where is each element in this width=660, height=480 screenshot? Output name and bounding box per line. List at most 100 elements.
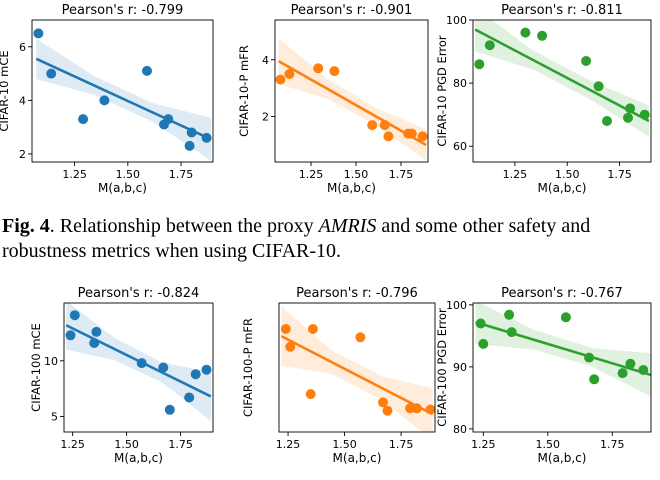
data-point xyxy=(275,74,286,85)
data-point xyxy=(639,109,650,120)
data-point xyxy=(378,397,388,408)
data-point xyxy=(284,69,295,79)
x-tick-label: 1.75 xyxy=(600,438,625,451)
chart-title: Pearson's r: -0.811 xyxy=(501,3,623,18)
data-point xyxy=(602,116,612,126)
data-point xyxy=(475,318,486,329)
x-tick-label: 1.75 xyxy=(389,168,414,181)
data-point xyxy=(406,128,417,139)
data-point xyxy=(65,330,76,341)
confidence-band xyxy=(281,306,433,432)
plot-frame xyxy=(31,19,214,163)
data-point xyxy=(89,338,100,348)
y-tick-label: 60 xyxy=(453,140,467,153)
y-axis-label: CIFAR-100-P mFR xyxy=(241,318,255,417)
data-point xyxy=(474,59,485,70)
x-tick-label: 1.25 xyxy=(276,438,301,451)
regression-line xyxy=(277,60,427,147)
plot-frame xyxy=(63,302,214,433)
data-point xyxy=(589,374,600,385)
caption-label: Fig. 4 xyxy=(2,215,50,237)
plot-frame xyxy=(472,302,652,433)
x-tick-label: 1.50 xyxy=(332,438,357,451)
chart-panel-1: 1.25 1.50 1.75 2 4 6 Pearson's r: -0.799 M(a,b,… xyxy=(0,3,214,195)
x-tick-label: 1.75 xyxy=(607,168,632,181)
y-tick-label: 100 xyxy=(446,14,467,27)
data-point xyxy=(78,114,89,125)
data-point xyxy=(91,326,102,337)
chart-title: Pearson's r: -0.824 xyxy=(78,286,200,301)
confidence-band xyxy=(278,38,427,161)
data-point xyxy=(382,405,393,416)
data-point xyxy=(33,28,44,39)
data-point xyxy=(478,338,489,349)
chart-panel-6: 1.25 1.50 1.75 80 90 100 Pearson's r: -0.767 M(… xyxy=(435,286,652,465)
chart-panel-4: 1.25 1.50 1.75 5 10 Pearson's r: -0.824 M(a,b,… xyxy=(29,286,214,465)
data-point xyxy=(305,389,316,400)
data-point xyxy=(367,120,378,131)
y-tick-label: 6 xyxy=(19,41,26,54)
y-axis-label: CIFAR-10-P mFR xyxy=(237,45,251,137)
y-tick-label: 4 xyxy=(262,54,269,67)
data-point xyxy=(417,131,428,142)
x-axis-label: M(a,b,c) xyxy=(98,181,147,195)
y-tick-label: 4 xyxy=(19,94,26,107)
x-tick-label: 1.25 xyxy=(471,438,496,451)
chart-title: Pearson's r: -0.796 xyxy=(296,286,418,301)
data-point xyxy=(584,352,595,363)
data-point xyxy=(142,65,152,76)
y-tick-label: 10 xyxy=(44,355,58,368)
data-point xyxy=(69,310,80,321)
data-point xyxy=(186,127,197,138)
data-point xyxy=(484,40,495,51)
data-point xyxy=(164,404,175,415)
y-tick-label: 80 xyxy=(453,77,467,90)
data-point xyxy=(158,362,169,373)
caption-symbol: AMRIS xyxy=(318,215,377,237)
chart-title: Pearson's r: -0.767 xyxy=(501,286,623,301)
y-axis-label: CIFAR-100 mCE xyxy=(29,323,43,412)
chart-title: Pearson's r: -0.799 xyxy=(62,3,184,18)
y-tick-label: 90 xyxy=(453,361,467,374)
x-axis-label: M(a,b,c) xyxy=(538,181,587,195)
y-tick-label: 80 xyxy=(453,423,467,436)
y-axis-label: CIFAR-10 mCE xyxy=(0,50,11,131)
data-point xyxy=(537,30,548,41)
chart-panel-5: 1.25 1.50 1.75 Pearson's r: -0.796 M(a,b,c) C… xyxy=(241,286,436,465)
data-point xyxy=(136,358,147,369)
regression-line xyxy=(474,28,650,123)
plot-frame xyxy=(472,19,652,163)
data-point xyxy=(280,324,291,334)
data-point xyxy=(625,358,636,369)
y-axis-label: CIFAR-100 PGD Error xyxy=(435,308,449,427)
x-tick-label: 1.25 xyxy=(503,168,528,181)
data-point xyxy=(506,327,517,338)
data-point xyxy=(617,368,628,379)
x-axis-label: M(a,b,c) xyxy=(333,451,382,465)
regression-line xyxy=(280,334,434,416)
data-point xyxy=(184,392,195,403)
data-point xyxy=(355,332,366,343)
data-point xyxy=(638,365,649,375)
data-point xyxy=(163,114,174,125)
x-tick-label: 1.50 xyxy=(344,168,369,181)
x-tick-label: 1.50 xyxy=(116,168,141,181)
data-point xyxy=(329,66,340,77)
regression-line xyxy=(35,57,212,141)
data-point xyxy=(581,56,592,66)
data-point xyxy=(379,120,390,131)
x-tick-label: 1.75 xyxy=(389,438,414,451)
data-point xyxy=(383,131,394,142)
plot-frame xyxy=(274,19,429,163)
data-point xyxy=(425,404,436,415)
data-point xyxy=(190,369,201,380)
x-tick-label: 1.75 xyxy=(168,438,193,451)
y-axis-label: CIFAR-10 PGD Error xyxy=(435,35,449,146)
data-point xyxy=(201,364,212,375)
regression-line xyxy=(475,320,651,377)
figure-caption: Fig. 4. Relationship between the proxy A… xyxy=(2,214,658,264)
caption-text-pre: . Relationship between the proxy xyxy=(49,215,319,237)
data-point xyxy=(560,312,571,323)
x-tick-label: 1.25 xyxy=(60,438,85,451)
